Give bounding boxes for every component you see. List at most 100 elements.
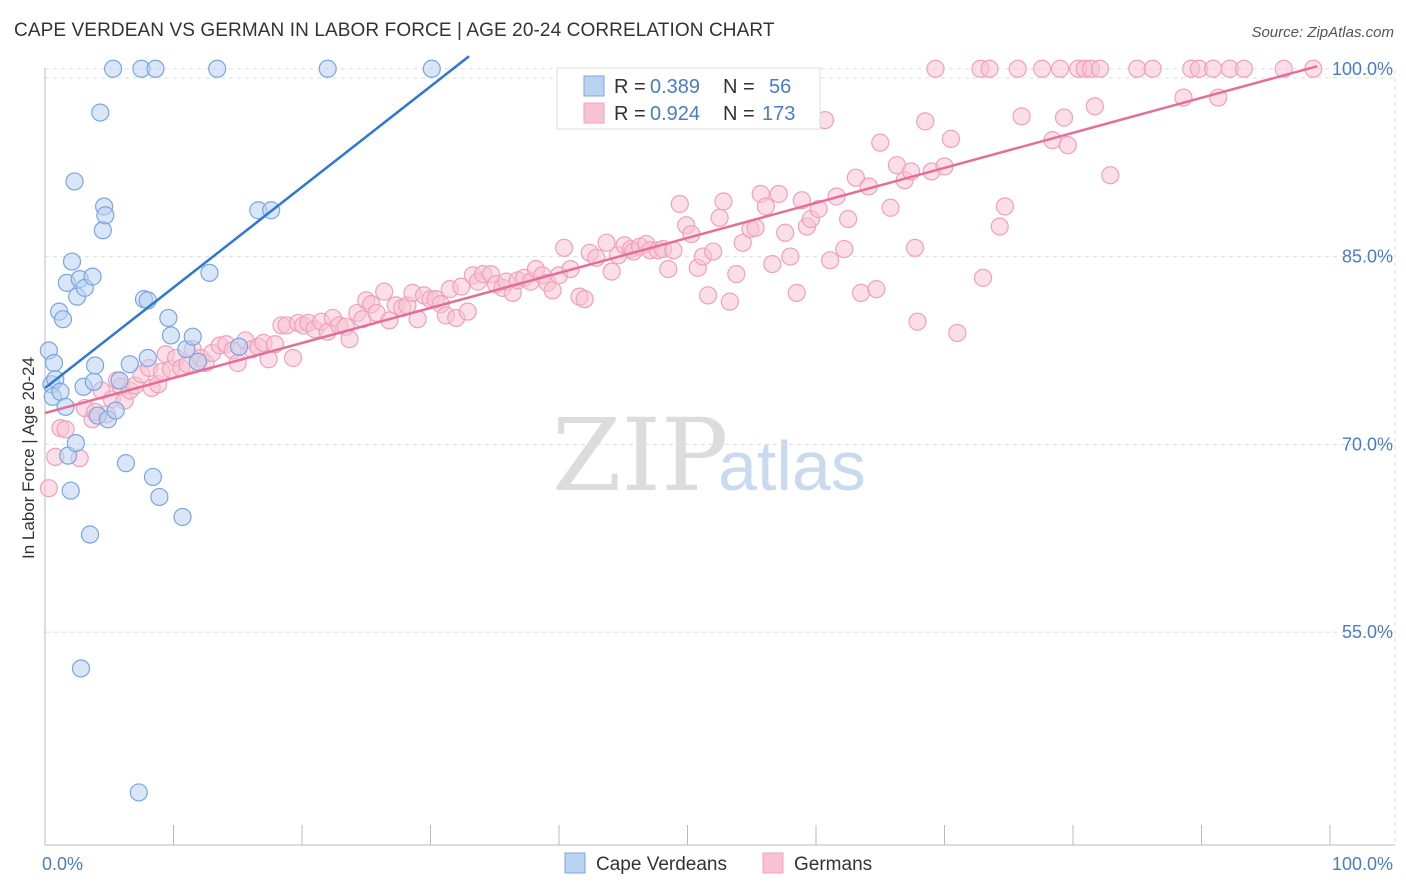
german-point	[1033, 59, 1052, 78]
german-point	[867, 280, 886, 299]
axes	[44, 68, 1395, 846]
german-trend-line	[44, 65, 1318, 415]
cape-verdean-point	[91, 103, 110, 122]
cape-verdean-point	[146, 59, 165, 78]
german-point	[720, 292, 740, 311]
german-point	[1008, 59, 1027, 78]
legend-n-value: 173	[762, 103, 795, 125]
y-tick-label: 70.0%	[1342, 434, 1393, 454]
cape-verdean-point	[65, 172, 84, 191]
german-point	[727, 265, 746, 284]
german-point	[871, 133, 890, 152]
trend-lines	[44, 55, 1318, 415]
cape-verdean-point	[183, 327, 202, 346]
legend: R = 0.389 N = 56 R = 0.924 N = 173	[556, 67, 821, 130]
cape-verdean-point	[84, 372, 103, 391]
german-point	[941, 129, 961, 148]
cape-verdean-point	[96, 206, 115, 225]
german-point	[787, 283, 806, 302]
german-point	[704, 242, 723, 261]
german-point	[39, 479, 58, 498]
cape-verdean-point	[80, 525, 100, 544]
cape-verdean-point	[61, 481, 80, 500]
german-point	[283, 348, 303, 368]
german-point	[769, 184, 788, 204]
x-tick-label: 100.0%	[1332, 854, 1393, 874]
legend-r-label: R =	[614, 103, 646, 125]
legend-r-value: 0.924	[650, 103, 700, 125]
y-tick-label: 55.0%	[1342, 622, 1393, 642]
cape-verdean-point	[150, 487, 169, 507]
german-point	[990, 217, 1009, 236]
german-point	[602, 262, 621, 281]
german-point	[1090, 59, 1110, 78]
german-point	[575, 290, 594, 309]
cape-verdean-point	[53, 310, 73, 329]
cape-verdean-point	[422, 59, 441, 78]
german-point	[1128, 59, 1147, 78]
cape-verdean-point	[120, 355, 139, 374]
german-point	[340, 330, 359, 349]
german-point	[809, 199, 828, 219]
bottom-legend-swatch-pink	[762, 852, 784, 874]
cape-verdean-points	[39, 59, 441, 802]
german-point	[1012, 107, 1031, 126]
legend-n-label: N =	[723, 76, 755, 98]
legend-r-value: 0.389	[650, 76, 700, 98]
german-point	[375, 282, 394, 301]
german-point	[659, 259, 678, 279]
watermark-zip: ZIP	[552, 397, 728, 514]
x-tick-label: 0.0%	[42, 854, 83, 874]
cape-verdean-point	[159, 308, 178, 328]
german-point	[1143, 59, 1162, 78]
german-point	[733, 233, 752, 252]
german-point	[543, 281, 562, 300]
german-point	[908, 312, 927, 331]
german-point	[781, 247, 800, 266]
german-point	[452, 277, 471, 296]
german-point	[948, 323, 967, 343]
german-point	[555, 238, 574, 257]
german-point	[980, 59, 999, 78]
cape-verdean-point	[161, 326, 181, 345]
german-point	[1051, 59, 1070, 78]
german-point	[56, 420, 75, 439]
legend-swatch-pink	[583, 102, 605, 124]
cape-verdean-point	[86, 356, 105, 375]
cape-verdean-point	[208, 59, 227, 78]
german-point	[776, 223, 795, 242]
cape-verdean-point	[66, 434, 85, 453]
cape-verdean-point	[173, 507, 192, 527]
cape-verdean-point	[44, 353, 64, 373]
german-point	[710, 208, 729, 227]
german-point	[698, 286, 718, 305]
legend-swatch-blue	[583, 75, 605, 97]
german-point	[881, 198, 900, 217]
german-point	[1234, 59, 1254, 78]
german-point	[1058, 136, 1077, 155]
cape-verdean-point	[93, 221, 112, 240]
cape-verdean-point	[71, 659, 91, 678]
german-point	[1054, 108, 1074, 127]
cape-verdean-point	[83, 267, 102, 286]
y-tick-label: 100.0%	[1332, 59, 1393, 79]
german-point	[1085, 97, 1104, 116]
german-point	[763, 254, 782, 274]
german-point	[846, 168, 865, 187]
cape-verdean-point	[106, 401, 125, 420]
legend-n-label: N =	[723, 103, 755, 125]
cape-verdean-point	[116, 454, 136, 473]
german-point	[973, 268, 993, 287]
bottom-legend: Cape Verdeans Germans	[564, 852, 872, 875]
german-point	[916, 112, 935, 131]
y-tick-label: 85.0%	[1342, 247, 1393, 267]
cape-verdean-point	[188, 352, 208, 371]
y-tick-labels: 55.0% 70.0% 85.0% 100.0%	[1332, 59, 1393, 642]
german-point	[1101, 166, 1120, 185]
cape-verdean-point	[104, 59, 123, 78]
bottom-legend-label: Germans	[794, 854, 872, 875]
german-point	[839, 209, 858, 229]
cape-verdean-point	[51, 382, 70, 401]
legend-r-label: R =	[614, 76, 646, 98]
